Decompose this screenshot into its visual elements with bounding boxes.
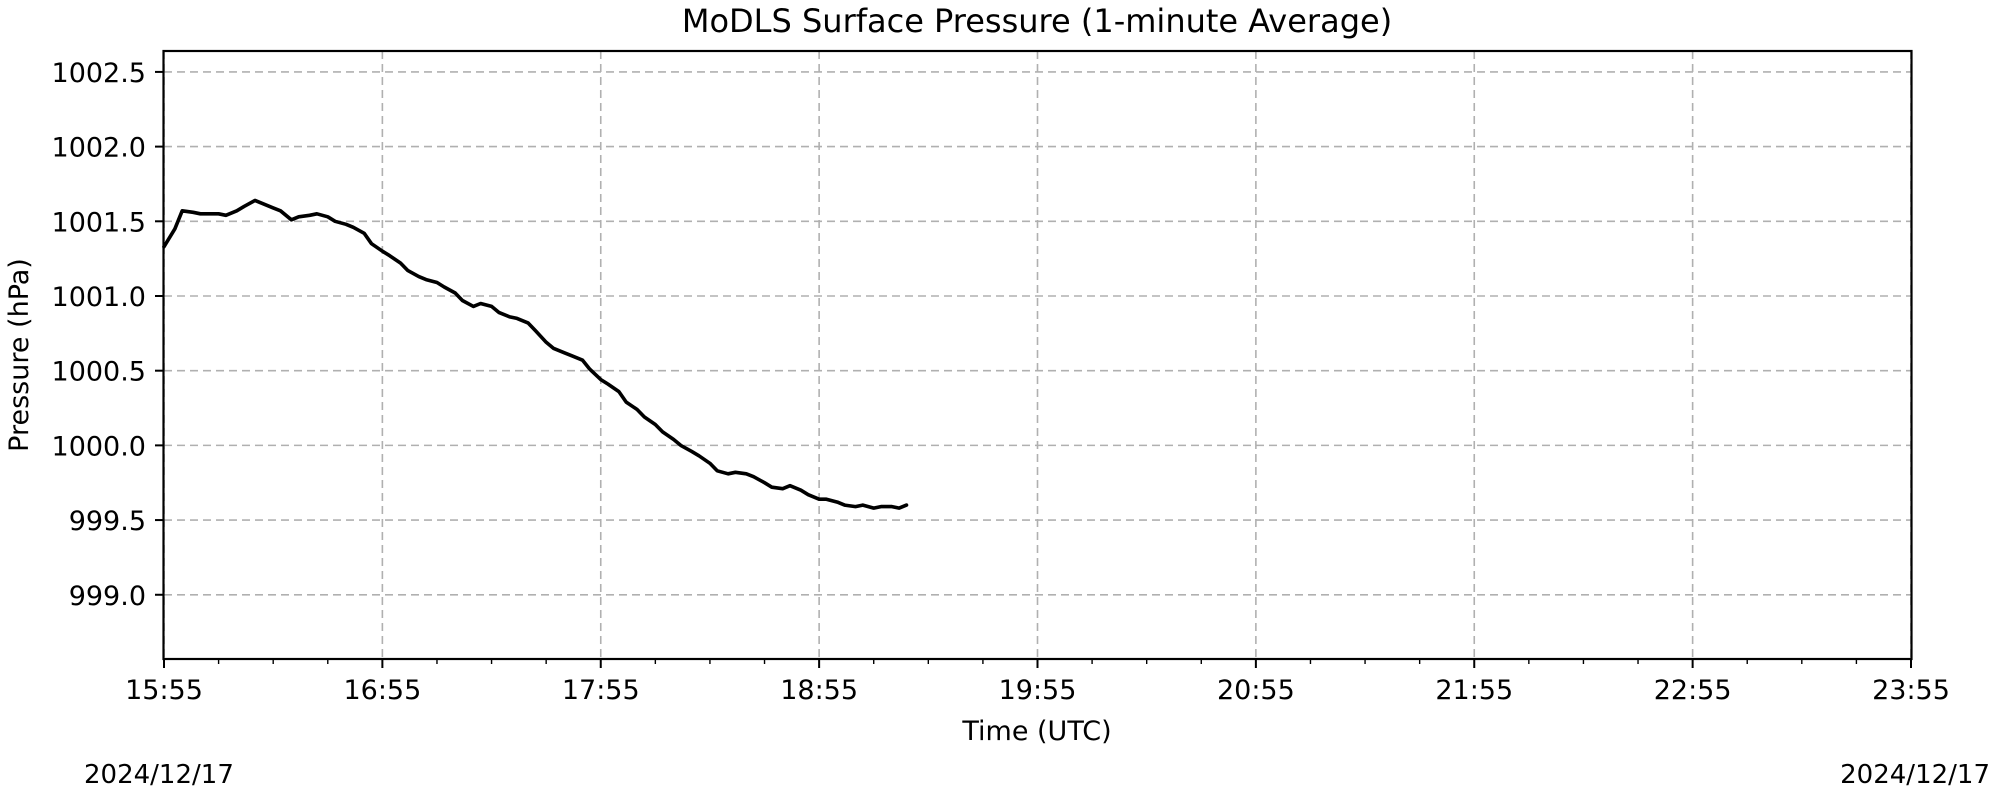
end-date-label: 2024/12/17	[1840, 760, 1990, 790]
y-tick-label: 1002.0	[52, 133, 146, 164]
chart-title: MoDLS Surface Pressure (1-minute Average…	[682, 2, 1392, 40]
x-tick-label: 21:55	[1435, 675, 1513, 706]
y-tick-label: 999.0	[69, 581, 146, 612]
series-layer	[162, 198, 909, 510]
x-tick-label: 18:55	[780, 675, 858, 706]
pressure-series-line	[162, 198, 909, 510]
y-tick-label: 1000.5	[52, 357, 146, 388]
x-axis-label: Time (UTC)	[961, 716, 1111, 747]
x-tick-label: 16:55	[343, 675, 421, 706]
x-tick-label: 19:55	[999, 675, 1077, 706]
start-date-label: 2024/12/17	[84, 760, 234, 790]
y-tick-label: 1002.5	[52, 58, 146, 89]
grid-lines	[163, 51, 1912, 659]
x-tick-label: 22:55	[1654, 675, 1732, 706]
x-tick-label: 23:55	[1872, 675, 1950, 706]
axis-ticks: 15:55 16:55 17:55 18:55 19:55 20:55 21:55 22:55…	[52, 58, 1950, 706]
x-tick-label: 17:55	[562, 675, 640, 706]
y-tick-label: 999.5	[69, 506, 146, 537]
x-tick-label: 20:55	[1217, 675, 1295, 706]
y-tick-label: 1001.5	[52, 207, 146, 238]
x-tick-label: 15:55	[125, 675, 203, 706]
y-axis-label: Pressure (hPa)	[4, 258, 35, 452]
y-tick-label: 1000.0	[52, 431, 146, 462]
plot-area-frame	[162, 49, 1913, 661]
y-tick-label: 1001.0	[52, 282, 146, 313]
